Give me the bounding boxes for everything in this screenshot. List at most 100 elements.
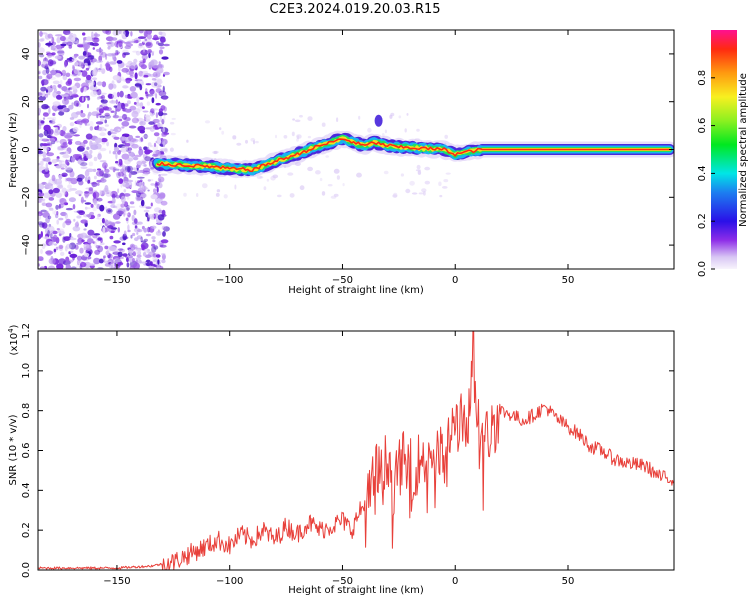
noise-speckle — [105, 53, 108, 60]
noise-speckle — [65, 80, 72, 86]
noise-speckle — [112, 54, 115, 61]
noise-speckle — [56, 156, 60, 160]
noise-speckle — [51, 118, 55, 123]
noise-speckle — [88, 111, 92, 117]
noise-speckle — [139, 97, 144, 100]
noise-speckle — [60, 143, 69, 148]
noise-speckle — [125, 217, 129, 222]
noise-speckle — [108, 263, 114, 269]
noise-speckle — [155, 112, 158, 119]
noise-speckle — [59, 198, 67, 205]
noise-speckle — [121, 201, 125, 205]
noise-speckle — [53, 125, 59, 128]
noise-speckle — [146, 30, 152, 35]
noise-speckle — [112, 128, 119, 132]
noise-speckle — [415, 169, 421, 172]
noise-speckle — [157, 214, 165, 221]
noise-speckle — [67, 87, 71, 91]
noise-speckle — [171, 117, 176, 120]
noise-speckle — [71, 58, 78, 62]
noise-speckle — [119, 90, 124, 98]
spectrogram-x-axis-title: Height of straight line (km) — [288, 285, 424, 296]
noise-speckle — [149, 144, 153, 148]
noise-speckle — [54, 55, 62, 60]
noise-speckle — [38, 38, 44, 42]
noise-speckle — [52, 187, 60, 194]
noise-speckle — [71, 93, 79, 98]
noise-speckle — [84, 176, 88, 182]
noise-speckle — [149, 125, 155, 132]
noise-speckle — [157, 36, 165, 39]
noise-speckle — [56, 228, 60, 231]
noise-speckle — [162, 85, 165, 93]
noise-speckle — [45, 202, 53, 208]
noise-speckle — [122, 242, 126, 246]
noise-speckle — [255, 140, 259, 144]
noise-speckle — [130, 151, 135, 158]
noise-speckle — [99, 115, 105, 119]
noise-speckle — [145, 206, 152, 209]
noise-speckle — [39, 266, 45, 269]
noise-speckle — [132, 232, 136, 237]
noise-speckle — [38, 69, 42, 75]
noise-speckle — [68, 91, 75, 96]
noise-speckle — [123, 213, 130, 216]
noise-speckle — [40, 79, 49, 86]
noise-speckle — [94, 249, 101, 255]
noise-speckle — [56, 219, 59, 225]
noise-speckle — [107, 225, 114, 229]
noise-speckle — [416, 164, 421, 170]
noise-speckle — [416, 128, 420, 132]
noise-speckle — [89, 126, 94, 131]
noise-speckle — [80, 199, 87, 203]
noise-speckle — [107, 93, 113, 99]
noise-speckle — [153, 34, 159, 41]
noise-speckle — [58, 160, 65, 163]
noise-speckle — [113, 113, 117, 117]
noise-speckle — [38, 183, 45, 190]
noise-speckle — [169, 147, 174, 152]
noise-speckle — [48, 258, 56, 265]
noise-speckle — [121, 121, 130, 127]
noise-speckle — [100, 99, 108, 104]
noise-speckle — [99, 63, 103, 71]
noise-speckle — [115, 50, 119, 53]
noise-speckle — [186, 139, 189, 143]
noise-speckle — [132, 50, 138, 53]
noise-speckle — [137, 80, 142, 83]
noise-speckle — [112, 84, 117, 89]
noise-speckle — [38, 211, 43, 217]
noise-speckle — [67, 184, 72, 189]
noise-speckle — [47, 53, 53, 58]
noise-speckle — [112, 151, 117, 155]
noise-speckle — [253, 140, 255, 145]
noise-speckle — [122, 113, 127, 120]
noise-speckle — [163, 116, 166, 121]
noise-speckle — [263, 186, 267, 191]
noise-speckle — [66, 41, 73, 47]
noise-speckle — [83, 252, 90, 257]
noise-speckle — [82, 32, 86, 36]
noise-speckle — [121, 67, 129, 73]
noise-speckle — [99, 189, 102, 196]
noise-speckle — [139, 120, 146, 126]
noise-speckle — [93, 257, 101, 265]
noise-speckle — [152, 239, 156, 243]
noise-speckle — [149, 112, 152, 116]
noise-speckle — [213, 151, 218, 155]
noise-speckle — [87, 179, 91, 184]
noise-speckle — [65, 38, 72, 42]
noise-speckle — [50, 140, 56, 145]
y-tick-label: 0.0 — [21, 562, 32, 578]
noise-speckle — [106, 42, 112, 45]
noise-speckle — [292, 118, 295, 121]
noise-speckle — [146, 91, 149, 99]
noise-speckle — [144, 114, 151, 118]
noise-speckle — [60, 211, 67, 217]
noise-speckle — [133, 154, 142, 158]
noise-speckle — [92, 206, 97, 212]
noise-speckle — [101, 68, 106, 74]
noise-speckle — [161, 118, 165, 125]
noise-speckle — [142, 181, 145, 187]
